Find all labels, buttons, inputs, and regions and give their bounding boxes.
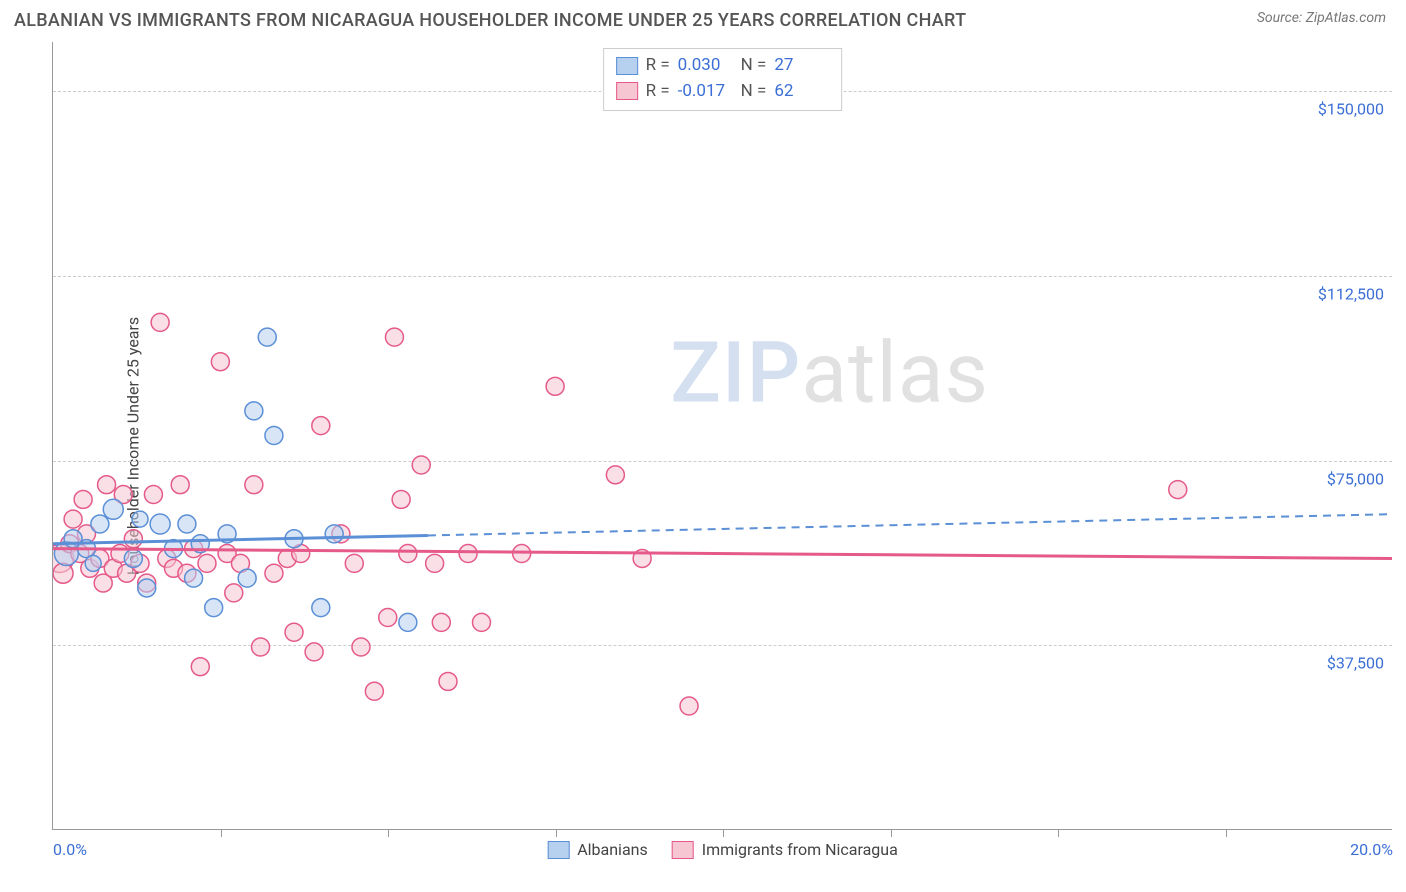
data-point <box>426 554 444 572</box>
x-tick <box>1058 829 1059 837</box>
data-point <box>252 638 270 656</box>
data-point <box>546 377 564 395</box>
data-point <box>305 643 323 661</box>
data-point <box>198 554 216 572</box>
data-point <box>432 613 450 631</box>
data-point <box>385 328 403 346</box>
data-point <box>365 682 383 700</box>
legend-row-nicaragua: R = -0.017 N = 62 <box>616 79 830 105</box>
data-point <box>124 530 142 548</box>
data-point <box>150 514 170 534</box>
data-point <box>379 609 397 627</box>
swatch-nicaragua-icon <box>672 841 694 859</box>
x-tick <box>556 829 557 837</box>
chart-title: ALBANIAN VS IMMIGRANTS FROM NICARAGUA HO… <box>14 10 966 31</box>
correlation-legend: R = 0.030 N = 27 R = -0.017 N = 62 <box>603 48 843 111</box>
data-point <box>85 555 101 571</box>
trendline-solid <box>53 535 428 543</box>
data-point <box>124 549 142 567</box>
data-point <box>265 564 283 582</box>
data-point <box>178 515 196 533</box>
data-point <box>606 466 624 484</box>
data-point <box>132 511 148 527</box>
legend-item-nicaragua: Immigrants from Nicaragua <box>672 840 898 859</box>
data-point <box>211 353 229 371</box>
data-point <box>312 599 330 617</box>
data-point <box>103 499 123 519</box>
data-point <box>64 510 82 528</box>
data-point <box>238 569 256 587</box>
data-point <box>74 490 92 508</box>
data-point <box>680 697 698 715</box>
data-point <box>138 579 156 597</box>
data-point <box>345 554 363 572</box>
data-point <box>472 613 490 631</box>
data-point <box>191 658 209 676</box>
data-point <box>151 313 169 331</box>
trendline-solid <box>53 549 1392 559</box>
swatch-albanians <box>616 57 638 75</box>
data-point <box>412 456 430 474</box>
data-point <box>399 545 417 563</box>
data-point <box>144 486 162 504</box>
data-point <box>439 672 457 690</box>
x-tick <box>388 829 389 837</box>
source-label: Source: ZipAtlas.com <box>1257 10 1386 26</box>
data-point <box>258 328 276 346</box>
data-point <box>245 402 263 420</box>
data-point <box>185 569 203 587</box>
chart-plot-area: ZIPatlas R = 0.030 N = 27 R = -0.017 N =… <box>52 42 1392 830</box>
x-tick <box>1226 829 1227 837</box>
data-point <box>171 476 189 494</box>
x-tick-label: 20.0% <box>1350 840 1393 859</box>
data-point <box>325 525 343 543</box>
data-point <box>392 490 410 508</box>
x-tick-label: 0.0% <box>53 840 87 859</box>
x-tick <box>891 829 892 837</box>
data-point <box>352 638 370 656</box>
data-point <box>459 545 477 563</box>
trendline-dashed <box>428 514 1392 535</box>
scatter-svg <box>53 42 1392 829</box>
legend-row-albanians: R = 0.030 N = 27 <box>616 53 830 79</box>
x-tick <box>723 829 724 837</box>
series-legend: Albanians Immigrants from Nicaragua <box>547 840 898 859</box>
data-point <box>225 584 243 602</box>
data-point <box>265 427 283 445</box>
data-point <box>53 563 73 583</box>
data-point <box>399 613 417 631</box>
data-point <box>1169 481 1187 499</box>
swatch-albanians-icon <box>547 841 569 859</box>
data-point <box>245 476 263 494</box>
swatch-nicaragua <box>616 82 638 100</box>
data-point <box>205 599 223 617</box>
data-point <box>312 417 330 435</box>
data-point <box>285 623 303 641</box>
data-point <box>98 476 116 494</box>
data-point <box>91 515 109 533</box>
legend-item-albanians: Albanians <box>547 840 648 859</box>
x-tick <box>221 829 222 837</box>
